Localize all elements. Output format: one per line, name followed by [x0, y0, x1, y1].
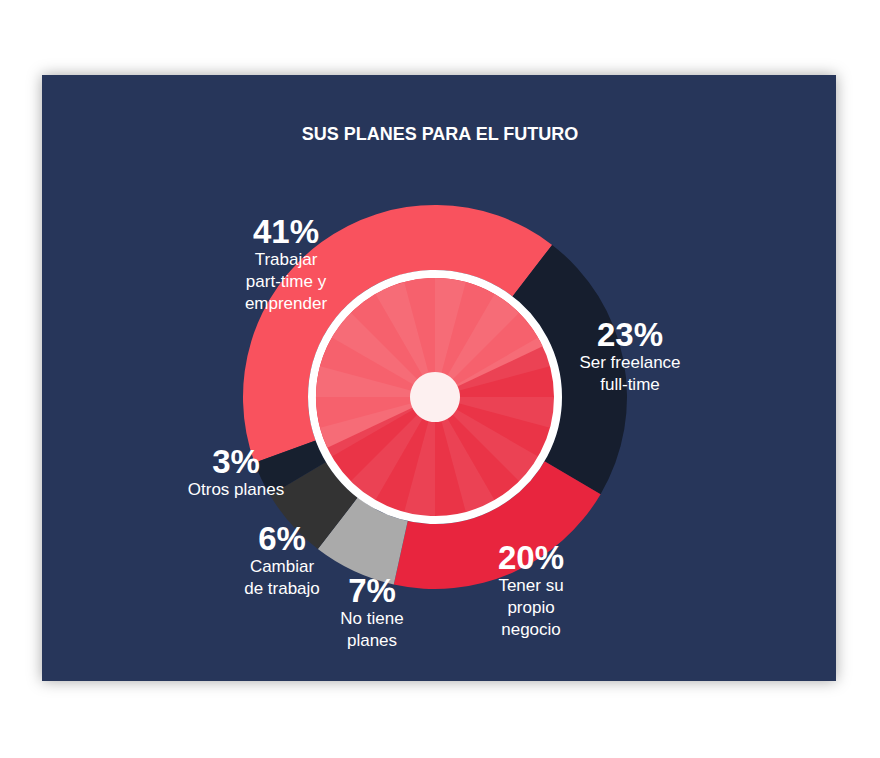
- svg-text:propio: propio: [507, 598, 554, 617]
- svg-text:Trabajar: Trabajar: [255, 250, 318, 269]
- svg-text:Cambiar: Cambiar: [250, 557, 315, 576]
- svg-text:SUS PLANES PARA EL FUTURO: SUS PLANES PARA EL FUTURO: [302, 124, 579, 144]
- svg-text:20%: 20%: [498, 539, 564, 576]
- svg-text:3%: 3%: [212, 443, 260, 480]
- svg-text:part-time y: part-time y: [246, 272, 327, 291]
- svg-text:41%: 41%: [253, 213, 319, 250]
- svg-text:No tiene: No tiene: [340, 609, 403, 628]
- svg-text:negocio: negocio: [501, 620, 561, 639]
- svg-text:de trabajo: de trabajo: [244, 579, 320, 598]
- svg-text:6%: 6%: [258, 520, 306, 557]
- svg-text:Ser freelance: Ser freelance: [579, 353, 680, 372]
- svg-text:23%: 23%: [597, 316, 663, 353]
- svg-text:Tener su: Tener su: [498, 576, 563, 595]
- svg-text:Otros planes: Otros planes: [188, 480, 284, 499]
- svg-text:full-time: full-time: [600, 375, 660, 394]
- svg-text:planes: planes: [347, 631, 397, 650]
- svg-text:emprender: emprender: [245, 294, 328, 313]
- svg-text:7%: 7%: [348, 572, 396, 609]
